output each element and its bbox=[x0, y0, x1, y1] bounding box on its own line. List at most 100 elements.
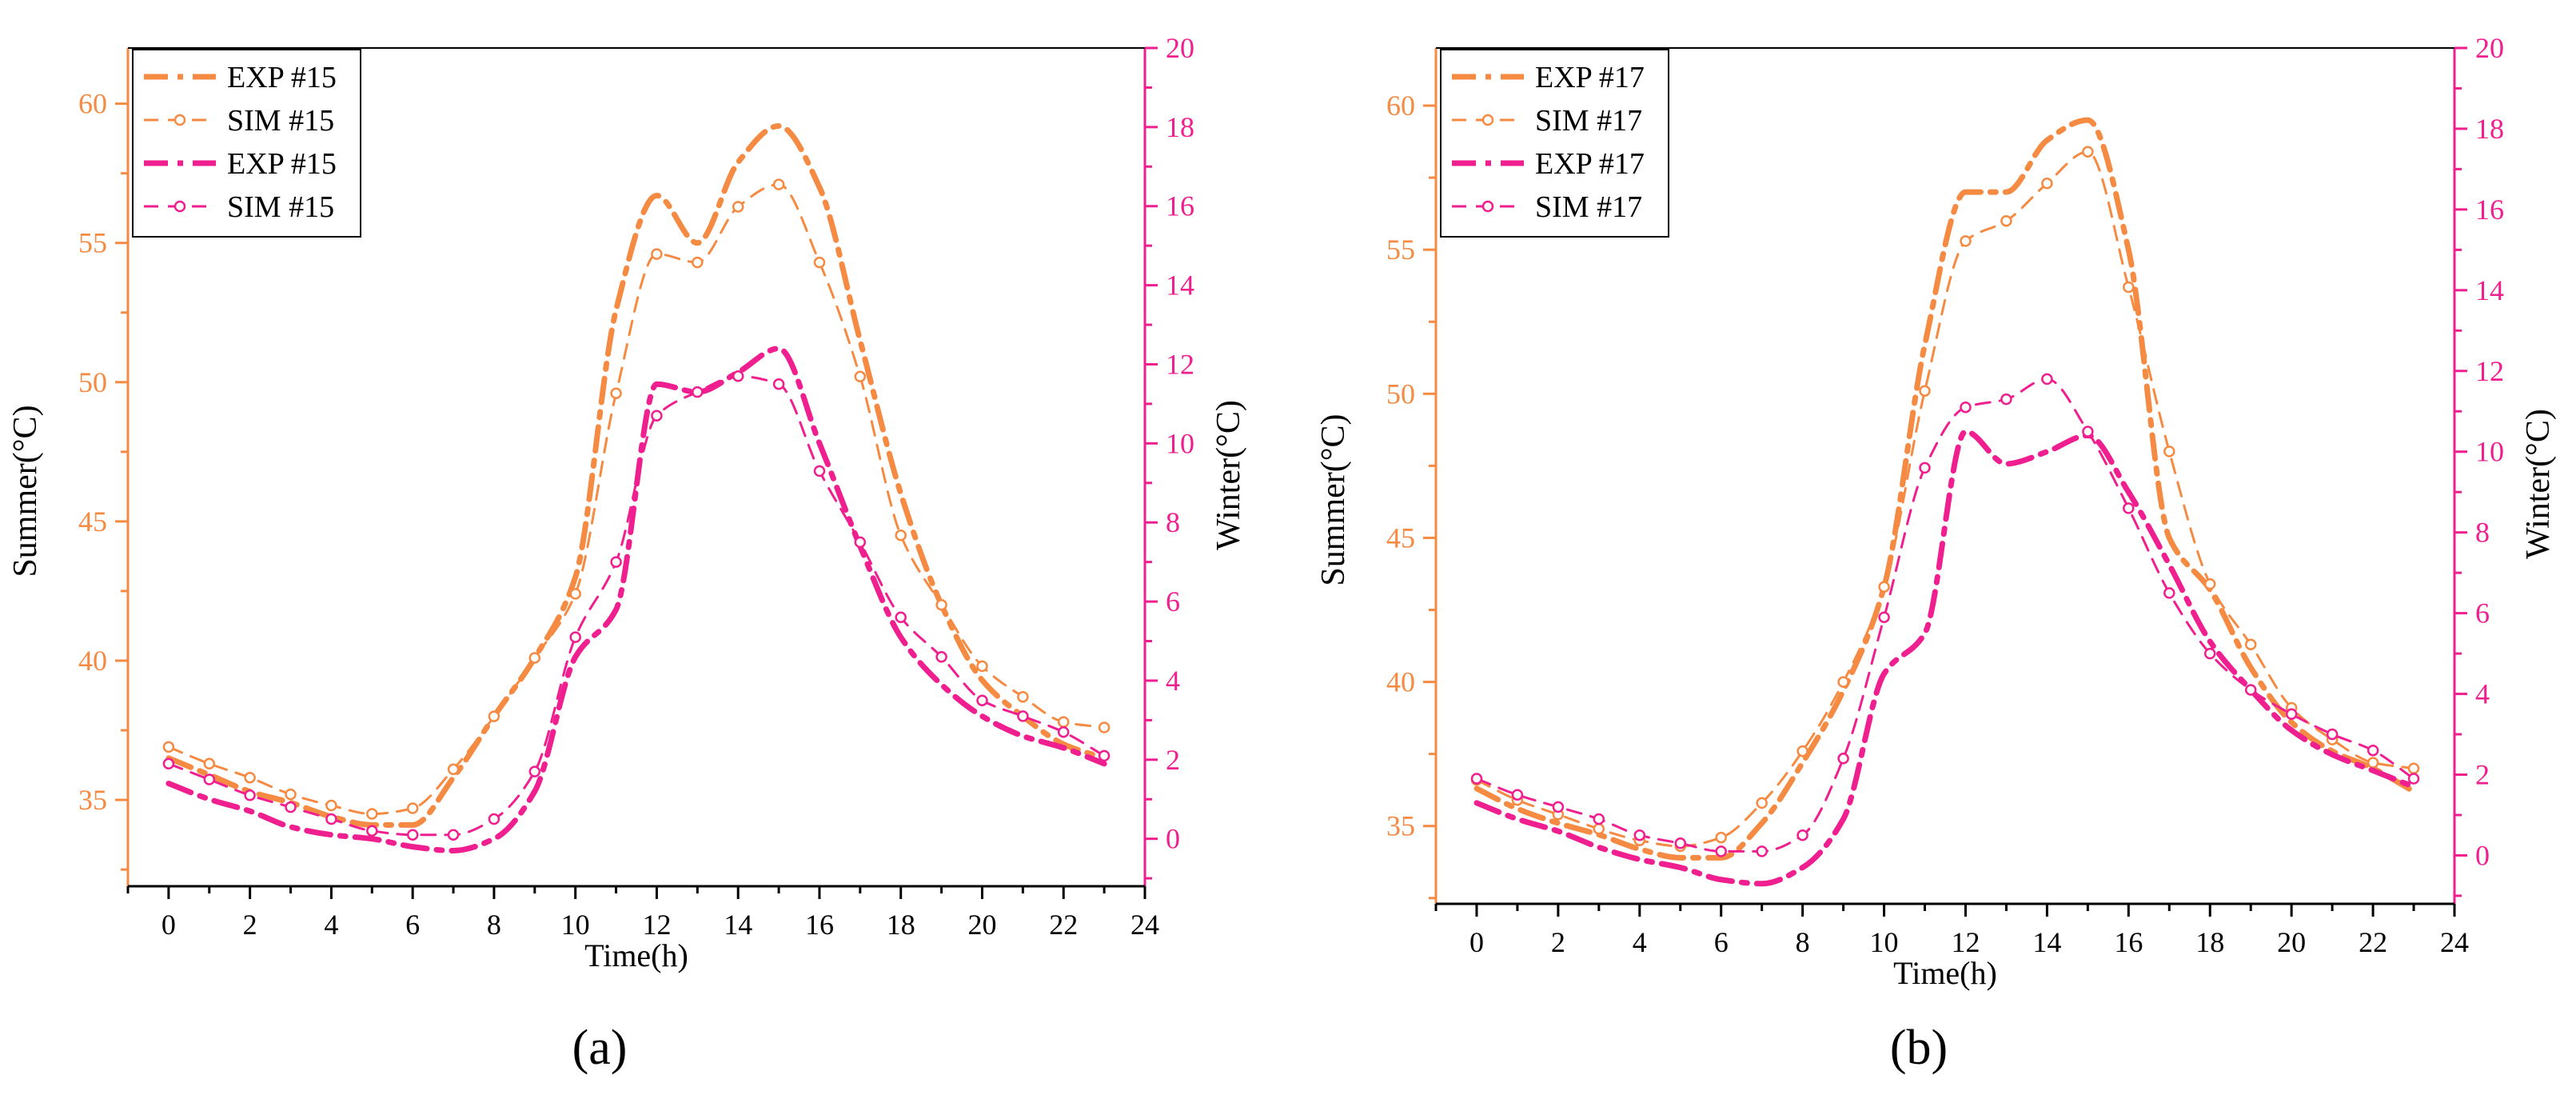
data-point-marker bbox=[1796, 829, 1808, 841]
data-point-marker bbox=[366, 825, 378, 837]
data-point-marker bbox=[976, 694, 988, 706]
series-sim-17-summer bbox=[1470, 146, 2420, 853]
data-point-marker bbox=[813, 465, 826, 478]
legend-entry: EXP #17 bbox=[1535, 61, 1645, 94]
data-point-marker bbox=[1470, 773, 1483, 785]
y-left-tick-label: 50 bbox=[78, 366, 107, 398]
panel-label: (b) bbox=[1890, 1021, 1948, 1075]
data-point-marker bbox=[1756, 845, 1768, 857]
chart-panel-a: 0 2 4 6 8 10 12 14 16 18 20 22 243540455055600246810… bbox=[7, 32, 1247, 1075]
y-left-tick-label: 60 bbox=[1386, 90, 1415, 122]
series-line bbox=[165, 346, 1107, 854]
data-point-marker bbox=[406, 802, 419, 814]
y-left-tick-label: 55 bbox=[1386, 234, 1415, 266]
y-right-tick-label: 18 bbox=[2475, 113, 2504, 145]
y-left-axis-label: Summer(°C) bbox=[7, 405, 44, 577]
data-point-marker bbox=[162, 757, 175, 770]
y-right-tick-label: 16 bbox=[1166, 190, 1194, 222]
data-point-marker bbox=[2123, 281, 2135, 294]
x-tick-label: 6 bbox=[1714, 926, 1729, 958]
y-right-tick-label: 4 bbox=[1166, 665, 1180, 697]
data-point-marker bbox=[2326, 728, 2339, 741]
series-sim-15-winter bbox=[162, 370, 1111, 841]
data-point-marker bbox=[1960, 235, 1972, 247]
data-point-marker bbox=[2000, 214, 2012, 227]
x-tick-label: 0 bbox=[161, 909, 176, 941]
data-point-marker bbox=[854, 536, 867, 549]
legend-swatch-marker bbox=[1481, 114, 1494, 126]
x-tick-label: 22 bbox=[2359, 926, 2387, 958]
data-point-marker bbox=[772, 378, 785, 390]
data-point-marker bbox=[488, 813, 500, 825]
y-left-tick-label: 45 bbox=[78, 506, 107, 538]
data-point-marker bbox=[610, 556, 622, 568]
y-right-tick-label: 10 bbox=[2475, 436, 2504, 468]
data-point-marker bbox=[2244, 684, 2257, 696]
y-right-tick-label: 12 bbox=[2475, 355, 2504, 387]
panel-label: (a) bbox=[572, 1021, 628, 1075]
series-line bbox=[1475, 378, 2415, 853]
series-sim-15-summer bbox=[162, 178, 1111, 820]
y-right-tick-label: 14 bbox=[2475, 274, 2504, 306]
data-point-marker bbox=[1017, 710, 1029, 722]
y-right-tick-label: 20 bbox=[1166, 32, 1194, 64]
series-exp-15-summer bbox=[165, 122, 1107, 828]
y-left-tick-label: 55 bbox=[78, 227, 107, 259]
data-point-marker bbox=[1017, 690, 1029, 703]
series-line bbox=[167, 183, 1106, 816]
data-point-marker bbox=[2041, 178, 2053, 190]
data-point-marker bbox=[285, 801, 297, 813]
legend-entry: SIM #15 bbox=[227, 104, 334, 138]
y-right-tick-label: 16 bbox=[2475, 194, 2504, 226]
data-point-marker bbox=[2082, 146, 2094, 158]
data-point-marker bbox=[732, 370, 744, 382]
series-line bbox=[165, 122, 1107, 828]
legend-entry: SIM #17 bbox=[1535, 104, 1642, 138]
data-point-marker bbox=[203, 757, 216, 770]
x-tick-label: 18 bbox=[2195, 926, 2224, 958]
legend-entry: EXP #17 bbox=[1535, 147, 1645, 181]
data-point-marker bbox=[2244, 638, 2257, 651]
data-point-marker bbox=[1593, 823, 1605, 835]
y-right-tick-label: 10 bbox=[1166, 427, 1194, 459]
data-point-marker bbox=[1878, 581, 1890, 593]
data-point-marker bbox=[2000, 393, 2012, 406]
series-line bbox=[167, 374, 1106, 837]
x-tick-label: 24 bbox=[1130, 909, 1159, 941]
x-tick-label: 10 bbox=[1870, 926, 1899, 958]
data-point-marker bbox=[2163, 446, 2175, 458]
x-axis-label: Time(h) bbox=[584, 937, 688, 973]
x-tick-label: 16 bbox=[2114, 926, 2143, 958]
data-point-marker bbox=[976, 660, 988, 673]
x-tick-label: 4 bbox=[324, 909, 338, 941]
data-point-marker bbox=[1057, 725, 1070, 738]
legend-entry: EXP #15 bbox=[227, 61, 337, 94]
x-tick-label: 20 bbox=[967, 909, 996, 941]
data-point-marker bbox=[1837, 676, 1849, 688]
data-point-marker bbox=[2082, 426, 2094, 438]
data-point-marker bbox=[528, 652, 541, 664]
data-point-marker bbox=[447, 763, 460, 776]
data-point-marker bbox=[528, 765, 541, 777]
data-point-marker bbox=[2367, 744, 2379, 757]
series-exp-15-winter bbox=[165, 346, 1107, 854]
data-point-marker bbox=[1919, 385, 1931, 397]
data-point-marker bbox=[1552, 801, 1565, 813]
y-left-axis-label: Summer(°C) bbox=[1315, 414, 1352, 585]
data-point-marker bbox=[203, 773, 216, 785]
x-tick-label: 4 bbox=[1633, 926, 1647, 958]
data-point-marker bbox=[1633, 829, 1646, 841]
data-point-marker bbox=[406, 829, 419, 841]
data-point-marker bbox=[244, 789, 256, 801]
data-point-marker bbox=[488, 710, 500, 722]
x-tick-label: 14 bbox=[2032, 926, 2061, 958]
y-left-tick-label: 40 bbox=[78, 645, 107, 677]
data-point-marker bbox=[1756, 797, 1768, 809]
legend-box bbox=[132, 49, 361, 238]
data-point-marker bbox=[610, 387, 622, 399]
series-line bbox=[1475, 150, 2415, 848]
y-right-axis-label: Winter(°C) bbox=[2520, 409, 2557, 559]
data-point-marker bbox=[935, 599, 947, 611]
data-point-marker bbox=[285, 788, 297, 801]
